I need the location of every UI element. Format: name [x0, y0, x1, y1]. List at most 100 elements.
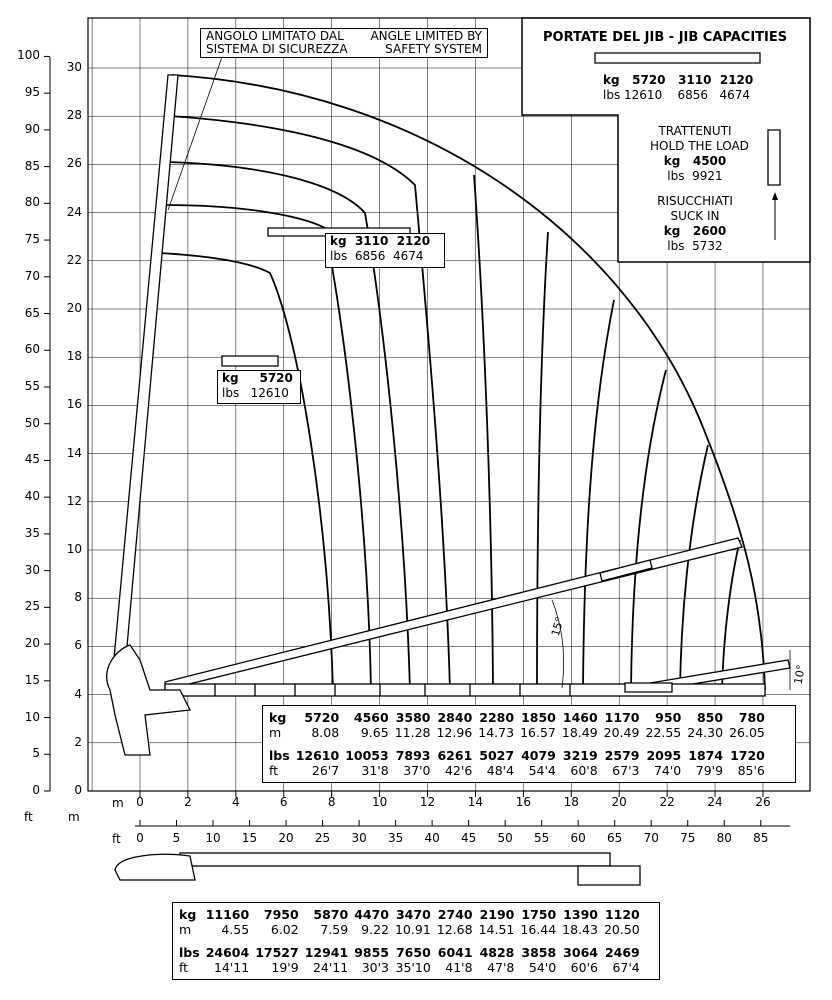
kg-label: kg [603, 73, 620, 87]
suck-it: RISUCCHIATI [657, 194, 733, 208]
bottom-boom [179, 852, 611, 867]
left-ft-tick-label: 55 [24, 378, 40, 393]
left-m-tick-label: 14 [66, 445, 82, 460]
suck-in: RISUCCHIATI SUCK IN kg 2600 lbs 5732 [650, 194, 740, 254]
cell-ft: 47'8 [487, 960, 515, 975]
boom-15deg [164, 537, 743, 691]
row-label-m: m [179, 922, 192, 937]
bottom-ft-unit: ft [112, 832, 121, 846]
cell-m: 14.51 [478, 922, 515, 937]
low-kg: 5720 [259, 371, 293, 385]
left-m-unit: m [68, 810, 80, 824]
low-lbs: 12610 [250, 386, 289, 400]
left-ft-tick-label: 80 [24, 195, 40, 210]
cell-ft: 42'6 [444, 763, 473, 778]
left-m-tick-label: 10 [66, 542, 82, 556]
bottom-ft-tick-label: 20 [278, 831, 294, 845]
jib-kg-2: 3110 [678, 73, 712, 87]
bottom-m-tick-label: 4 [232, 795, 240, 809]
left-m-tick-label: 16 [66, 397, 82, 412]
cell-kg: 1120 [604, 907, 640, 922]
cell-lbs: 9855 [354, 945, 389, 960]
load-line-20 [630, 369, 667, 691]
cell-m: 7.59 [320, 922, 349, 937]
cell-m: 26.05 [729, 725, 765, 740]
jib-kg-1: 5720 [632, 73, 666, 87]
jib-folded-low [221, 355, 279, 367]
load-line-18 [582, 299, 615, 691]
left-ft-tick-label: 90 [24, 121, 40, 136]
lbs-label: lbs [330, 249, 348, 263]
cell-lbs: 2579 [604, 748, 640, 763]
bottom-ft-tick-label: 65 [607, 831, 623, 845]
lbs-label: lbs [603, 88, 621, 102]
main-boom-capacity-table: kg 5720 4560 3580 2840 2280 1850 1460 1170 950 850… [262, 705, 796, 783]
bottom-ft-tick-label: 75 [680, 831, 696, 845]
left-ft-tick-label: 75 [24, 232, 40, 247]
row-label-lbs: lbs [179, 945, 200, 960]
kg-label: kg [663, 224, 681, 238]
arc-22 [159, 252, 334, 691]
cell-kg: 1750 [521, 907, 557, 922]
bottom-m-tick-label: 26 [755, 795, 771, 809]
cell-ft: 79'9 [695, 763, 724, 778]
bottom-m-tick-label: 24 [707, 795, 723, 809]
bottom-m-tick-label: 2 [184, 795, 192, 809]
kg-label: kg [222, 371, 239, 385]
left-ft-tick-label: 10 [24, 709, 40, 724]
cell-ft: 60'6 [570, 960, 598, 975]
bottom-crane-base [114, 853, 196, 881]
lbs-label: lbs [667, 169, 685, 183]
cell-lbs: 7650 [395, 945, 431, 960]
left-ft-tick-label: 65 [24, 305, 40, 320]
cell-lbs: 12941 [304, 945, 349, 960]
cell-ft: 67'3 [612, 763, 640, 778]
jib-on-hboom [624, 682, 673, 693]
hold-it: TRATTENUTI [658, 124, 732, 138]
left-m-tick-label: 30 [66, 60, 82, 74]
cell-m: 9.22 [361, 922, 389, 937]
cell-m: 4.55 [221, 922, 250, 937]
left-m-tick-label: 4 [74, 686, 82, 701]
left-ft-tick-label: 20 [24, 636, 40, 651]
kg-label: kg [663, 154, 681, 168]
arrow-head-icon [772, 192, 778, 200]
bottom-m-tick-label: 22 [659, 795, 675, 809]
left-ft-tick-label: 85 [24, 158, 40, 173]
cell-kg: 5870 [313, 907, 349, 922]
cell-lbs: 10053 [345, 748, 389, 763]
cell-m: 18.49 [561, 725, 598, 740]
jib-lbs-3: 4674 [719, 88, 751, 102]
arc-28 [169, 115, 451, 691]
hold-the-load: TRATTENUTI HOLD THE LOAD kg 4500 lbs 992… [650, 124, 749, 184]
cell-m: 12.96 [436, 725, 473, 740]
bottom-ft-tick-label: 50 [497, 831, 513, 845]
cell-kg: 1170 [604, 710, 640, 725]
cell-lbs: 24604 [205, 945, 250, 960]
left-m-tick-label: 2 [74, 734, 82, 749]
cell-m: 9.65 [360, 725, 389, 740]
left-ft-tick-label: 35 [24, 525, 40, 540]
left-m-tick-label: 26 [66, 156, 82, 171]
cell-lbs: 5027 [479, 748, 515, 763]
cell-m: 11.28 [394, 725, 431, 740]
bottom-m-tick-label: 10 [371, 795, 388, 809]
cell-kg: 780 [738, 710, 765, 725]
hold-kg: 4500 [692, 154, 727, 168]
cell-ft: 30'3 [361, 960, 389, 975]
safety-note-it-1: ANGOLO LIMITATO DAL [206, 29, 344, 43]
mid-lbs-2: 4674 [393, 249, 424, 263]
bottom-ft-tick-label: 0 [136, 831, 144, 845]
bottom-ft-tick-label: 5 [172, 831, 181, 845]
lbs-label: lbs [667, 239, 685, 253]
bottom-m-tick-label: 14 [467, 795, 484, 809]
safety-note-en-2: SAFETY SYSTEM [385, 42, 482, 56]
safety-note-leader [167, 56, 223, 211]
working-range-curves [159, 74, 766, 691]
bottom-ft-tick-label: 35 [387, 831, 404, 845]
cell-lbs: 6261 [437, 748, 473, 763]
cell-ft: 19'9 [271, 960, 299, 975]
cell-ft: 67'4 [612, 960, 640, 975]
